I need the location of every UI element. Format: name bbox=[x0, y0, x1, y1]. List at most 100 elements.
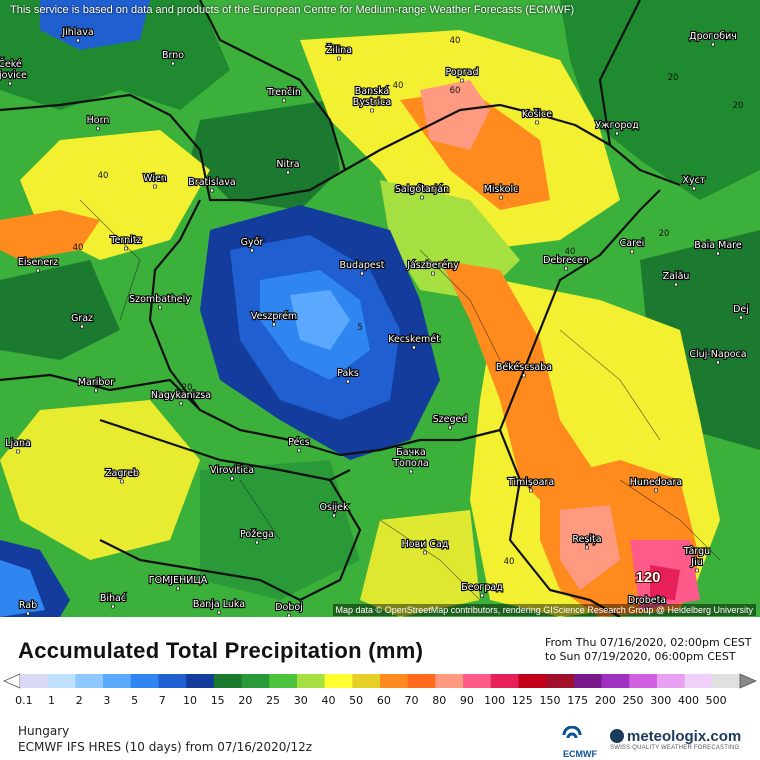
city-label: Zagreb bbox=[105, 468, 139, 479]
city-marker bbox=[409, 469, 413, 474]
legend-swatch bbox=[629, 674, 658, 688]
city-marker bbox=[431, 271, 435, 276]
city-marker bbox=[412, 345, 416, 350]
legend-tick-label: 70 bbox=[405, 694, 419, 707]
city-marker bbox=[80, 324, 84, 329]
legend-tick-label: 60 bbox=[377, 694, 391, 707]
city-marker bbox=[535, 120, 539, 125]
city-marker bbox=[423, 550, 427, 555]
city-marker bbox=[272, 322, 276, 327]
region-name: Hungary bbox=[18, 724, 70, 738]
legend-swatch bbox=[20, 674, 49, 688]
city-label: Eisenerz bbox=[18, 257, 58, 268]
legend-tick-label: 3 bbox=[103, 694, 110, 707]
legend-tick-label: 40 bbox=[321, 694, 335, 707]
legend-swatch bbox=[712, 674, 741, 688]
legend-tick-label: 0.1 bbox=[15, 694, 33, 707]
city-label: Drobeta bbox=[628, 595, 666, 606]
legend-tick-label: 300 bbox=[650, 694, 671, 707]
city-marker bbox=[153, 184, 157, 189]
legend-tick-label: 1 bbox=[48, 694, 55, 707]
city-marker bbox=[645, 606, 649, 611]
legend-swatch bbox=[380, 674, 409, 688]
legend-tick-label: 5 bbox=[131, 694, 138, 707]
legend-swatch bbox=[352, 674, 381, 688]
legend-tick-label: 90 bbox=[460, 694, 474, 707]
legend-tick-label: 80 bbox=[432, 694, 446, 707]
city-label: Timișoara bbox=[507, 477, 554, 488]
city-marker bbox=[420, 195, 424, 200]
legend-swatch bbox=[490, 674, 519, 688]
city-marker bbox=[448, 425, 452, 430]
city-label: Virovitica bbox=[210, 465, 254, 476]
city-label: Maribor bbox=[78, 377, 114, 388]
city-marker bbox=[210, 188, 214, 193]
legend-swatch bbox=[573, 674, 603, 688]
map-title: Accumulated Total Precipitation (mm) bbox=[18, 638, 424, 663]
city-marker bbox=[217, 610, 221, 615]
city-label: Poprad bbox=[446, 67, 479, 78]
city-marker bbox=[297, 448, 301, 453]
legend-swatch bbox=[601, 674, 630, 688]
city-marker bbox=[674, 282, 678, 287]
ecmwf-notice: This service is based on data and produc… bbox=[10, 4, 575, 16]
city-marker bbox=[630, 249, 634, 254]
city-marker bbox=[529, 488, 533, 493]
city-label: Szeged bbox=[433, 414, 468, 425]
isoline-label: 40 bbox=[565, 247, 576, 257]
city-marker bbox=[332, 513, 336, 518]
city-label: Ternitz bbox=[109, 235, 141, 246]
city-label: Dej bbox=[733, 304, 749, 315]
legend-swatch bbox=[684, 674, 713, 688]
city-label: Hunedoara bbox=[630, 477, 682, 488]
city-label: Kecskemét bbox=[388, 334, 440, 345]
legend-tick-label: 500 bbox=[706, 694, 727, 707]
city-label: Нови Сад bbox=[402, 539, 449, 550]
ecmwf-logo-text: ECMWF bbox=[563, 749, 597, 759]
city-marker bbox=[337, 56, 341, 61]
isoline-label: 20 bbox=[182, 383, 193, 393]
city-label: Дрогобич bbox=[689, 31, 737, 42]
city-label: Miskolc bbox=[484, 184, 519, 195]
meteologix-tagline: SWISS QUALITY WEATHER FORECASTING bbox=[610, 745, 740, 751]
city-marker bbox=[120, 479, 124, 484]
legend-tick-label: 400 bbox=[678, 694, 699, 707]
city-label: Banská Bystrica bbox=[353, 86, 391, 108]
legend-swatch bbox=[213, 674, 243, 688]
isoline-label: 60 bbox=[450, 86, 461, 96]
legend-tick-label: 150 bbox=[540, 694, 561, 707]
city-marker bbox=[585, 545, 589, 550]
city-marker bbox=[158, 305, 162, 310]
meteologix-logo[interactable]: meteologix.com SWISS QUALITY WEATHER FOR… bbox=[610, 728, 741, 751]
city-marker bbox=[360, 271, 364, 276]
city-label: Graz bbox=[71, 313, 93, 324]
city-marker bbox=[564, 266, 568, 271]
isoline-label: 20 bbox=[659, 229, 670, 239]
peak-value-label: 120 bbox=[635, 569, 660, 586]
city-label: Nitra bbox=[276, 159, 299, 170]
city-marker bbox=[179, 401, 183, 406]
city-marker bbox=[499, 195, 503, 200]
legend-swatch bbox=[75, 674, 104, 688]
city-label: Jászberény bbox=[406, 260, 459, 271]
city-marker bbox=[26, 611, 30, 616]
city-marker bbox=[711, 42, 715, 47]
city-label: Budapest bbox=[340, 260, 385, 271]
city-marker bbox=[739, 315, 743, 320]
legend-swatch bbox=[103, 674, 132, 688]
legend-tick-label: 50 bbox=[349, 694, 363, 707]
city-marker bbox=[94, 388, 98, 393]
meteologix-logo-text: meteologix.com bbox=[627, 728, 742, 745]
city-label: Győr bbox=[241, 237, 264, 248]
city-label: Baia Mare bbox=[694, 240, 742, 251]
city-label: Бачка Топола bbox=[392, 447, 429, 469]
city-label: Požega bbox=[240, 529, 274, 540]
legend-swatch bbox=[463, 674, 492, 688]
city-marker bbox=[346, 379, 350, 384]
city-label: Banja Luka bbox=[193, 599, 245, 610]
meteologix-logo-icon bbox=[610, 729, 624, 743]
isoline-label: 20 bbox=[733, 101, 744, 111]
city-marker bbox=[176, 586, 180, 591]
legend-swatch bbox=[158, 674, 187, 688]
isoline-label: 40 bbox=[450, 36, 461, 46]
